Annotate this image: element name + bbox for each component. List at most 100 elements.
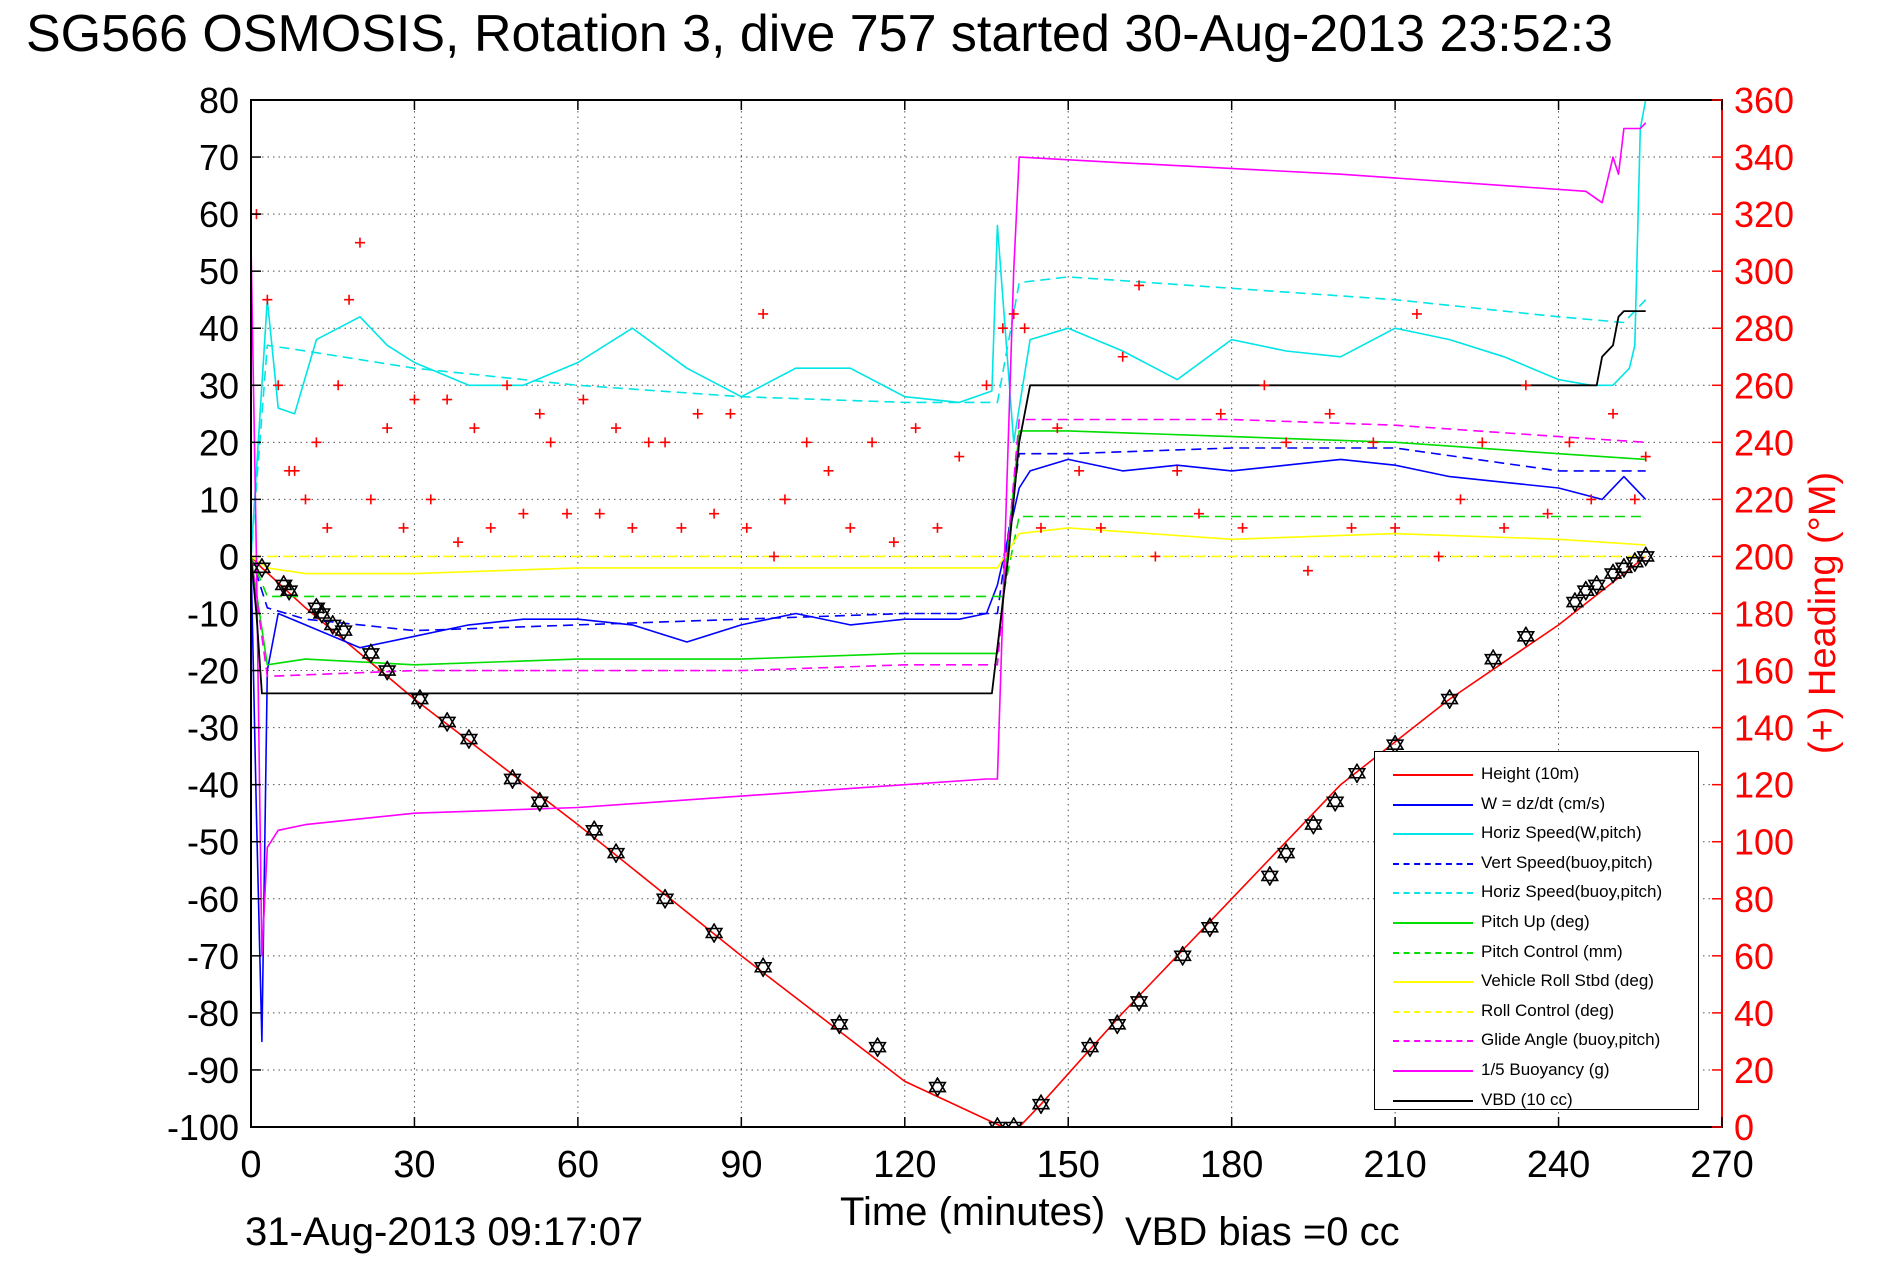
heading-point xyxy=(1019,323,1030,334)
chart-title: SG566 OSMOSIS, Rotation 3, dive 757 star… xyxy=(26,5,1613,63)
series-line xyxy=(251,515,1646,598)
y-tick-label: 30 xyxy=(199,365,239,406)
legend-label: VBD (10 cc) xyxy=(1481,1089,1573,1109)
series-line xyxy=(251,447,1646,632)
heading-point xyxy=(867,437,878,448)
heading-point xyxy=(534,408,545,419)
y-tick-label: 20 xyxy=(199,422,239,463)
heading-point xyxy=(1237,522,1248,533)
heading-point xyxy=(453,537,464,548)
y2-tick-label: 60 xyxy=(1734,936,1774,977)
heading-point xyxy=(725,408,736,419)
x-tick-label: 150 xyxy=(1037,1144,1100,1186)
legend-item: Horiz Speed(W,pitch) xyxy=(1375,819,1698,849)
heading-point xyxy=(545,437,556,448)
heading-point xyxy=(1542,508,1553,519)
x-tick-label: 60 xyxy=(557,1144,599,1186)
legend-label: Roll Control (deg) xyxy=(1481,1000,1615,1020)
heading-markers xyxy=(246,66,1651,576)
legend-label: Vert Speed(buoy,pitch) xyxy=(1481,852,1653,872)
legend-swatch xyxy=(1393,981,1473,984)
height-marker xyxy=(1081,1037,1099,1057)
series-line xyxy=(251,276,1647,557)
y-tick-label: 70 xyxy=(199,137,239,178)
y2-tick-label: 260 xyxy=(1734,365,1794,406)
heading-point xyxy=(709,508,720,519)
legend-item: Horiz Speed(buoy,pitch) xyxy=(1375,878,1698,908)
heading-point xyxy=(627,522,638,533)
heading-point xyxy=(692,408,703,419)
heading-point xyxy=(322,522,333,533)
heading-point xyxy=(1281,437,1292,448)
x-tick-label: 90 xyxy=(720,1144,762,1186)
heading-point xyxy=(1564,437,1575,448)
plot-timestamp: 31-Aug-2013 09:17:07 xyxy=(245,1210,644,1254)
y2-tick-label: 140 xyxy=(1734,708,1794,749)
heading-point xyxy=(888,537,899,548)
heading-point xyxy=(1629,494,1640,505)
legend-swatch xyxy=(1393,862,1473,865)
y2-tick-label: 120 xyxy=(1734,765,1794,806)
legend-swatch xyxy=(1393,1040,1473,1043)
x-tick-label: 240 xyxy=(1527,1144,1590,1186)
legend-label: Horiz Speed(W,pitch) xyxy=(1481,823,1642,843)
legend-swatch xyxy=(1393,774,1473,776)
height-marker xyxy=(868,1037,887,1057)
heading-point xyxy=(1095,522,1106,533)
height-marker xyxy=(1261,866,1279,886)
heading-point xyxy=(409,394,420,405)
y-axis-ticks: 80 70 60 50 40 30 20 10 0 -10 -20 -30 -40 -50 -60 -70 -8… xyxy=(167,80,261,1148)
vbd-bias-label: VBD bias =0 cc xyxy=(1125,1210,1400,1254)
x-tick-label: 0 xyxy=(240,1144,261,1186)
y-tick-label: -70 xyxy=(187,936,239,977)
y-tick-label: -20 xyxy=(187,651,239,692)
heading-point xyxy=(289,465,300,476)
height-marker xyxy=(585,820,603,841)
heading-point xyxy=(594,508,605,519)
legend-item: Height (10m) xyxy=(1375,760,1698,790)
y-tick-label: -60 xyxy=(187,879,239,920)
heading-point xyxy=(1193,508,1204,519)
legend-swatch xyxy=(1393,833,1473,836)
y-tick-label: -80 xyxy=(187,993,239,1034)
heading-point xyxy=(442,394,453,405)
series-line xyxy=(251,458,1647,1043)
series-line xyxy=(251,527,1646,575)
y-tick-label: 10 xyxy=(199,479,239,520)
series-line xyxy=(251,430,1646,666)
heading-point xyxy=(801,437,812,448)
heading-point xyxy=(382,423,393,434)
legend-label: Vehicle Roll Stbd (deg) xyxy=(1481,971,1654,991)
y-tick-label: 60 xyxy=(199,194,239,235)
heading-point xyxy=(1586,494,1597,505)
legend-swatch xyxy=(1393,1099,1473,1102)
heading-point xyxy=(1259,380,1270,391)
series-line xyxy=(251,418,1646,678)
y2-tick-label: 100 xyxy=(1734,822,1794,863)
heading-point xyxy=(1324,408,1335,419)
heading-point xyxy=(660,437,671,448)
legend-swatch xyxy=(1393,1010,1473,1013)
legend-item: Pitch Up (deg) xyxy=(1375,908,1698,938)
heading-point xyxy=(611,423,622,434)
heading-point xyxy=(997,323,1008,334)
heading-point xyxy=(643,437,654,448)
heading-point xyxy=(932,522,943,533)
heading-point xyxy=(1368,437,1379,448)
x-tick-label: 30 xyxy=(393,1144,435,1186)
heading-point xyxy=(1215,408,1226,419)
heading-point xyxy=(365,494,376,505)
heading-point xyxy=(502,380,513,391)
heading-point xyxy=(246,66,256,76)
heading-point xyxy=(1074,465,1085,476)
x-tick-label: 210 xyxy=(1363,1144,1426,1186)
heading-point xyxy=(779,494,790,505)
heading-point xyxy=(1455,494,1466,505)
legend-swatch xyxy=(1393,803,1473,806)
heading-point xyxy=(354,237,365,248)
heading-point xyxy=(1346,522,1357,533)
y-tick-label: 0 xyxy=(219,536,239,577)
legend-item: Roll Control (deg) xyxy=(1375,997,1698,1027)
heading-point xyxy=(1008,308,1019,319)
